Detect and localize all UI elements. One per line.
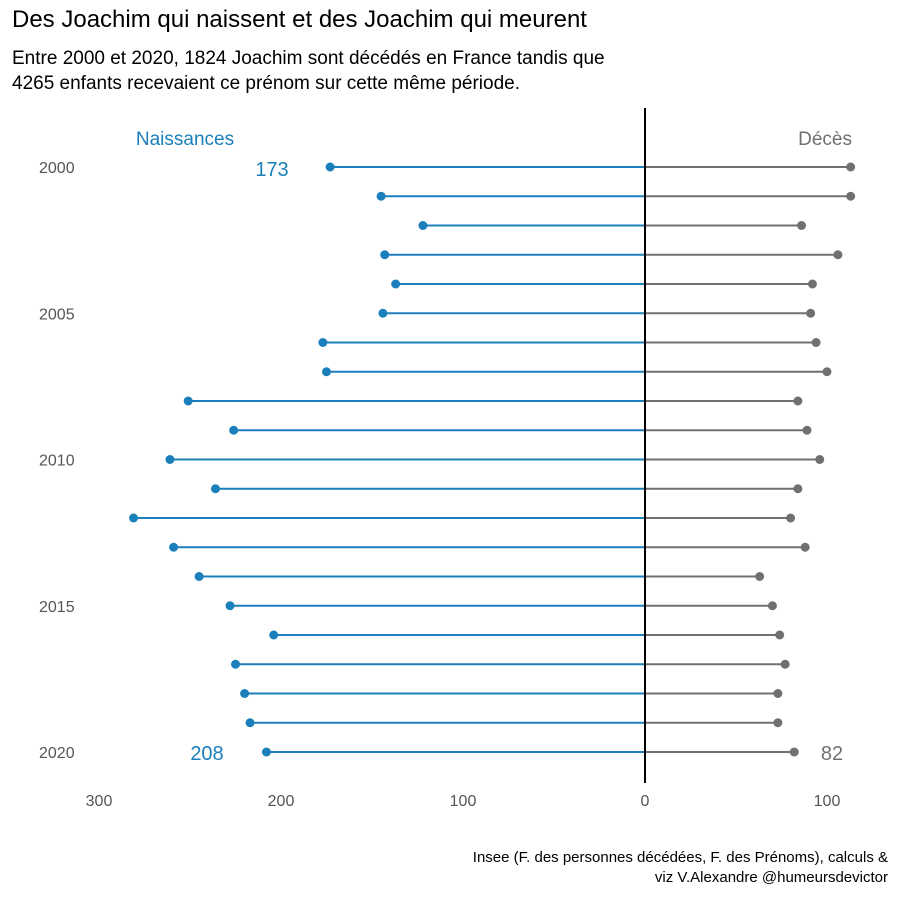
death-point-2017 (780, 659, 790, 669)
chart-title: Des Joachim qui naissent et des Joachim … (12, 6, 587, 33)
death-point-2013 (800, 542, 810, 552)
subtitle-line-2: 4265 enfants recevaient ce prénom sur ce… (12, 73, 521, 94)
death-point-2004 (807, 279, 817, 289)
death-point-2012 (786, 513, 796, 523)
birth-point-2008 (183, 396, 193, 406)
birth-point-2002 (418, 221, 428, 230)
birth-point-2004 (391, 279, 401, 289)
death-point-2009 (802, 425, 812, 435)
death-point-2008 (793, 396, 803, 406)
death-point-2011 (793, 484, 803, 494)
birth-point-2000 (325, 162, 335, 172)
births-first-value-label: 173 (255, 159, 288, 181)
birth-point-2009 (229, 425, 239, 435)
y-tick-label-2005: 2005 (39, 306, 75, 323)
births-series-label: Naissances (136, 129, 234, 150)
caption-line-2: viz V.Alexandre @humeursdevictor (654, 869, 888, 886)
subtitle-line-1: Entre 2000 et 2020, 1824 Joachim sont dé… (12, 48, 605, 69)
birth-point-2001 (376, 191, 386, 201)
death-point-2001 (846, 191, 856, 201)
death-point-2018 (773, 689, 783, 698)
caption-line-1: Insee (F. des personnes décédées, F. des… (472, 849, 888, 866)
death-point-2000 (846, 162, 856, 172)
x-tick-label-1: 200 (268, 793, 295, 810)
death-point-2010 (815, 455, 825, 464)
birth-point-2013 (169, 542, 179, 552)
birth-point-2012 (129, 513, 139, 523)
y-tick-label-2010: 2010 (39, 453, 75, 470)
deaths-last-value-label: 82 (821, 743, 843, 765)
births-last-value-label: 208 (190, 743, 223, 765)
deaths-series-label: Décès (798, 129, 852, 150)
birth-point-2011 (210, 484, 220, 494)
death-point-2015 (767, 601, 777, 611)
y-tick-label-2015: 2015 (39, 599, 75, 616)
death-point-2020 (789, 747, 799, 757)
birth-point-2010 (165, 455, 175, 464)
death-point-2014 (755, 572, 765, 581)
birth-point-2014 (194, 572, 204, 581)
death-point-2006 (811, 338, 821, 347)
birth-point-2016 (269, 630, 279, 640)
x-tick-label-4: 100 (814, 793, 841, 810)
birth-point-2015 (225, 601, 235, 611)
x-tick-label-3: 0 (641, 793, 650, 810)
death-point-2005 (806, 308, 816, 318)
death-point-2002 (797, 221, 807, 230)
death-point-2007 (822, 367, 832, 377)
chart-subtitle: Entre 2000 et 2020, 1824 Joachim sont dé… (12, 46, 605, 96)
birth-point-2006 (318, 338, 328, 347)
death-point-2016 (775, 630, 785, 640)
birth-point-2019 (245, 718, 255, 728)
birth-point-2018 (240, 689, 250, 698)
y-tick-label-2000: 2000 (39, 160, 75, 177)
x-tick-label-0: 300 (86, 793, 113, 810)
birth-point-2007 (322, 367, 331, 377)
birth-point-2020 (261, 747, 271, 757)
birth-point-2003 (380, 250, 390, 260)
source-caption: Insee (F. des personnes décédées, F. des… (473, 848, 888, 888)
death-point-2003 (833, 250, 843, 260)
birth-point-2017 (231, 659, 240, 669)
x-tick-label-2: 100 (450, 793, 477, 810)
birth-point-2005 (378, 308, 388, 318)
death-point-2019 (773, 718, 783, 728)
y-tick-label-2020: 2020 (39, 745, 75, 762)
